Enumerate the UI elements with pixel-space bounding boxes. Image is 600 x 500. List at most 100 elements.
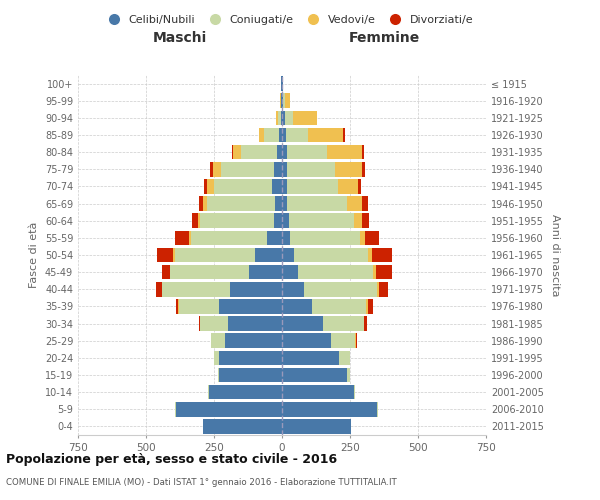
Bar: [276, 110, 278, 125]
Bar: [163, 282, 230, 296]
Bar: [278, 110, 281, 125]
Bar: [323, 316, 364, 331]
Bar: [331, 334, 355, 348]
Bar: [282, 402, 377, 416]
Bar: [281, 94, 282, 108]
Bar: [212, 162, 221, 176]
Bar: [189, 230, 191, 245]
Bar: [282, 214, 289, 228]
Bar: [282, 128, 286, 142]
Bar: [200, 316, 227, 331]
Bar: [293, 110, 317, 125]
Bar: [287, 162, 335, 176]
Bar: [218, 368, 220, 382]
Bar: [335, 162, 362, 176]
Bar: [282, 196, 287, 211]
Text: Maschi: Maschi: [153, 31, 207, 45]
Bar: [347, 368, 350, 382]
Bar: [214, 350, 220, 365]
Legend: Celibi/Nubili, Coniugati/e, Vedovi/e, Divorziati/e: Celibi/Nubili, Coniugati/e, Vedovi/e, Di…: [98, 10, 478, 29]
Bar: [308, 128, 343, 142]
Bar: [170, 265, 250, 280]
Bar: [227, 316, 282, 331]
Bar: [209, 385, 282, 400]
Bar: [267, 230, 282, 245]
Bar: [282, 368, 347, 382]
Bar: [362, 145, 364, 160]
Bar: [282, 299, 312, 314]
Bar: [368, 299, 373, 314]
Bar: [161, 265, 170, 280]
Bar: [175, 248, 255, 262]
Bar: [379, 282, 388, 296]
Bar: [368, 248, 372, 262]
Bar: [294, 248, 368, 262]
Bar: [282, 385, 354, 400]
Bar: [338, 179, 358, 194]
Bar: [286, 128, 308, 142]
Bar: [210, 162, 212, 176]
Bar: [272, 179, 282, 194]
Bar: [211, 334, 225, 348]
Bar: [362, 162, 365, 176]
Bar: [373, 265, 376, 280]
Bar: [250, 265, 282, 280]
Bar: [354, 385, 355, 400]
Bar: [199, 316, 200, 331]
Bar: [282, 230, 290, 245]
Bar: [285, 110, 293, 125]
Text: COMUNE DI FINALE EMILIA (MO) - Dati ISTAT 1° gennaio 2016 - Elaborazione TUTTITA: COMUNE DI FINALE EMILIA (MO) - Dati ISTA…: [6, 478, 397, 487]
Bar: [304, 282, 377, 296]
Bar: [203, 196, 207, 211]
Y-axis label: Fasce di età: Fasce di età: [29, 222, 39, 288]
Bar: [220, 299, 282, 314]
Text: Femmine: Femmine: [349, 31, 419, 45]
Bar: [277, 145, 282, 160]
Bar: [354, 214, 362, 228]
Bar: [359, 230, 365, 245]
Bar: [312, 299, 367, 314]
Bar: [362, 196, 368, 211]
Bar: [279, 128, 282, 142]
Bar: [199, 196, 203, 211]
Bar: [367, 299, 368, 314]
Bar: [197, 214, 200, 228]
Bar: [282, 316, 323, 331]
Bar: [282, 248, 294, 262]
Bar: [200, 214, 274, 228]
Bar: [282, 110, 285, 125]
Bar: [157, 248, 173, 262]
Bar: [281, 110, 282, 125]
Bar: [208, 385, 209, 400]
Bar: [282, 94, 283, 108]
Bar: [220, 350, 282, 365]
Bar: [285, 94, 290, 108]
Bar: [265, 128, 279, 142]
Bar: [233, 145, 241, 160]
Bar: [175, 230, 189, 245]
Bar: [176, 299, 178, 314]
Bar: [282, 419, 352, 434]
Bar: [298, 265, 373, 280]
Bar: [283, 94, 285, 108]
Bar: [176, 402, 282, 416]
Bar: [225, 334, 282, 348]
Bar: [339, 350, 350, 365]
Bar: [221, 162, 274, 176]
Bar: [282, 145, 287, 160]
Bar: [287, 179, 338, 194]
Bar: [364, 316, 367, 331]
Bar: [287, 196, 347, 211]
Bar: [358, 179, 361, 194]
Bar: [232, 145, 233, 160]
Bar: [377, 402, 378, 416]
Bar: [241, 145, 277, 160]
Bar: [255, 248, 282, 262]
Bar: [282, 350, 339, 365]
Bar: [274, 214, 282, 228]
Text: Popolazione per età, sesso e stato civile - 2016: Popolazione per età, sesso e stato civil…: [6, 452, 337, 466]
Bar: [204, 179, 207, 194]
Bar: [343, 128, 344, 142]
Bar: [365, 230, 379, 245]
Bar: [282, 282, 304, 296]
